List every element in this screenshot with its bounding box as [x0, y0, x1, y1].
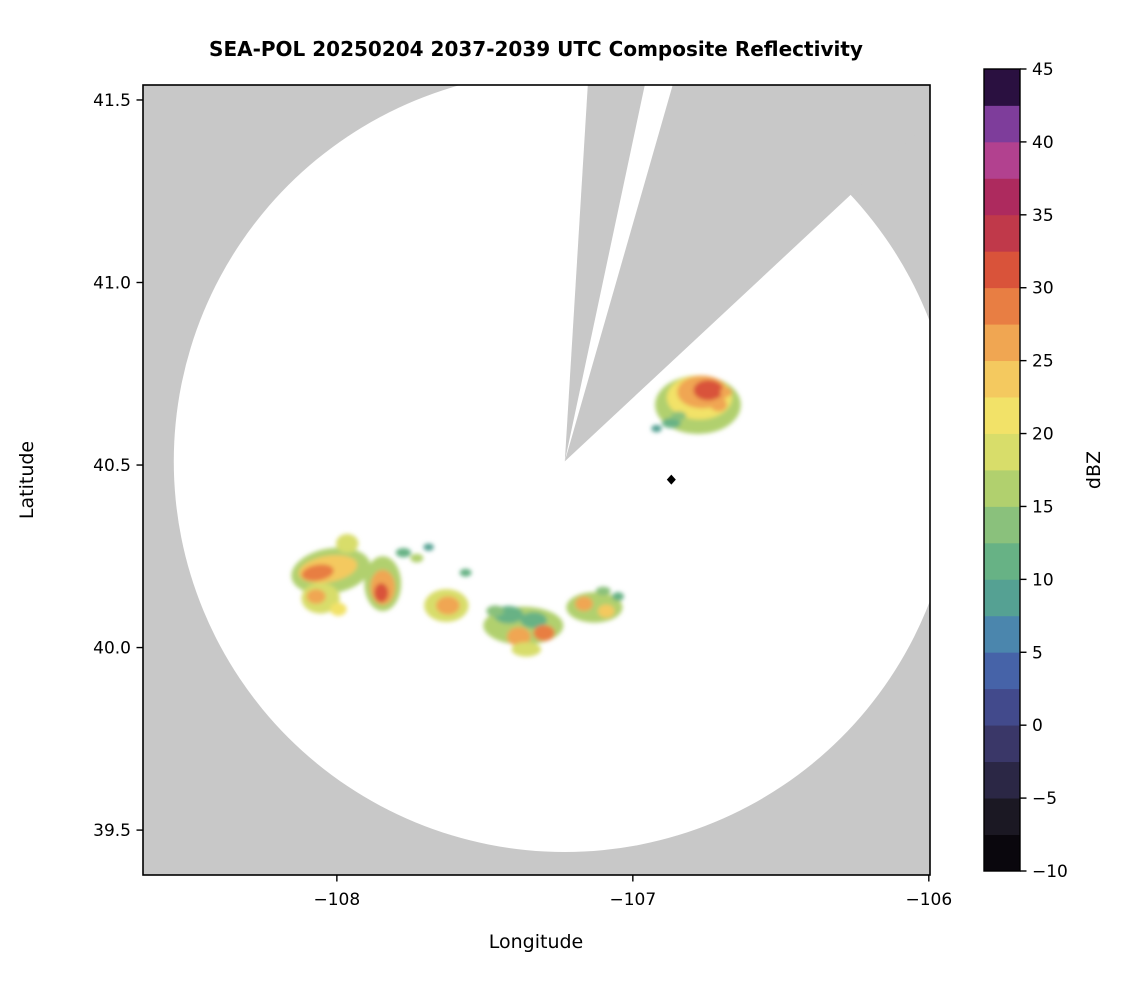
y-tick-label: 39.5	[93, 821, 131, 841]
colorbar-tick-label: 20	[1032, 425, 1054, 445]
radar-site-marker	[666, 474, 676, 485]
echo-layer	[291, 375, 741, 657]
colorbar-tick-label: 25	[1032, 352, 1054, 372]
colorbar-tick-label: 45	[1032, 60, 1054, 80]
colorbar-band	[984, 105, 1020, 143]
y-axis-label: Latitude	[16, 441, 38, 519]
radar-echo	[720, 387, 732, 397]
colorbar-band	[984, 615, 1020, 653]
y-tick-label: 40.0	[93, 639, 131, 659]
radar-echo	[671, 411, 687, 421]
colorbar: 45 40 35 30 25 20 15 10 5 0 −5 −10	[983, 60, 1068, 882]
radar-echo	[301, 564, 334, 582]
radar-echo	[507, 627, 531, 647]
radar-echo	[597, 604, 615, 618]
colorbar-tick-label: 40	[1032, 133, 1054, 153]
x-tick-label: −107	[609, 890, 656, 910]
blocked-sector	[564, 85, 930, 462]
radar-echo	[710, 398, 727, 412]
colorbar-band	[984, 287, 1020, 325]
radar-echo	[693, 379, 724, 401]
colorbar-band	[984, 834, 1020, 872]
colorbar-band	[984, 397, 1020, 434]
colorbar-tick-label: 15	[1032, 497, 1054, 517]
colorbar-tick-label: 30	[1032, 279, 1054, 299]
radar-echo	[436, 596, 460, 615]
radar-echo	[511, 642, 542, 657]
colorbar-label: dBZ	[1083, 451, 1105, 489]
radar-echo	[651, 424, 662, 433]
colorbar-band	[984, 506, 1020, 544]
colorbar-tick-label: 35	[1032, 206, 1054, 226]
radar-echo	[336, 534, 359, 554]
colorbar-band	[984, 324, 1020, 362]
x-tick-label: −106	[905, 890, 952, 910]
colorbar-band	[984, 798, 1020, 835]
radar-echo	[575, 596, 593, 612]
radar-echo	[330, 602, 347, 616]
axes-layer: −108 −107 −106 39.5 40.0 40.5 41.0 41.5	[93, 84, 952, 910]
radar-echo	[306, 589, 326, 604]
radar-echo	[486, 605, 505, 617]
radar-echo	[612, 592, 624, 601]
colorbar-band	[984, 470, 1020, 507]
colorbar-band	[984, 214, 1020, 252]
radar-echo	[661, 417, 681, 429]
y-tick-label: 41.5	[93, 91, 131, 111]
colorbar-band	[984, 178, 1020, 216]
colorbar-tick-label: 5	[1032, 643, 1043, 663]
plot-frame	[142, 84, 931, 876]
y-tick-label: 41.0	[93, 274, 131, 294]
colorbar-tick-label: −5	[1032, 789, 1057, 809]
radar-echo	[459, 568, 472, 577]
x-tick-label: −108	[314, 890, 361, 910]
y-tick-label: 40.5	[93, 456, 131, 476]
colorbar-band	[984, 579, 1020, 617]
radar-echo	[410, 553, 424, 563]
radar-echo	[533, 624, 555, 641]
colorbar-band	[984, 725, 1020, 763]
colorbar-band	[984, 688, 1020, 726]
radar-echo	[595, 586, 611, 596]
colorbar-band	[984, 251, 1020, 289]
colorbar-band	[984, 433, 1020, 471]
radar-echo	[374, 583, 389, 603]
radar-echo	[423, 543, 434, 551]
colorbar-frame	[983, 68, 1021, 872]
colorbar-band	[984, 360, 1020, 398]
map-panel	[143, 85, 930, 875]
colorbar-band	[984, 141, 1020, 179]
chart-title: SEA-POL 20250204 2037-2039 UTC Composite…	[209, 37, 863, 61]
colorbar-band	[984, 652, 1020, 690]
colorbar-tick-label: −10	[1032, 862, 1068, 882]
colorbar-tick-label: 10	[1032, 570, 1054, 590]
radar-echo	[395, 547, 412, 558]
blocked-sector	[564, 85, 645, 462]
x-axis-label: Longitude	[489, 931, 584, 953]
colorbar-band	[984, 69, 1020, 106]
colorbar-band	[984, 761, 1020, 799]
radar-echo	[520, 612, 547, 629]
colorbar-tick-label: 0	[1032, 716, 1043, 736]
colorbar-band	[984, 542, 1020, 580]
